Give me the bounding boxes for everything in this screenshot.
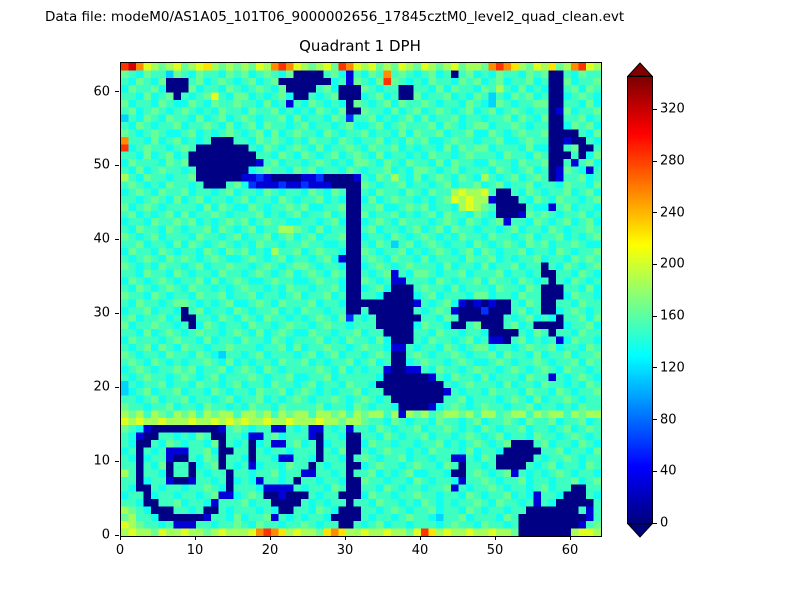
y-tick-label: 40 (93, 231, 110, 247)
y-tick-label: 60 (93, 84, 110, 100)
y-tick-mark (115, 312, 119, 314)
y-tick-mark (115, 460, 119, 462)
x-tick-label: 60 (561, 543, 579, 558)
colorbar-tick-mark (653, 367, 657, 369)
y-tick-mark (115, 534, 119, 536)
x-tick-label: 50 (486, 543, 504, 558)
x-tick-mark (494, 536, 496, 540)
y-tick-label: 50 (93, 157, 110, 173)
x-tick-label: 20 (261, 543, 279, 558)
x-tick-label: 10 (186, 543, 204, 558)
colorbar-tick-label: 240 (660, 205, 685, 221)
colorbar-tick-mark (653, 315, 657, 317)
y-tick-mark (115, 238, 119, 240)
colorbar-tick-mark (653, 522, 657, 524)
colorbar-over-arrow (627, 62, 653, 77)
y-tick-mark (115, 164, 119, 166)
y-tick-label: 0 (101, 527, 110, 543)
colorbar-tick-mark (653, 108, 657, 110)
x-tick-label: 30 (336, 543, 354, 558)
x-tick-label: 0 (115, 543, 125, 558)
y-tick-label: 30 (93, 305, 110, 321)
colorbar-tick-label: 0 (660, 515, 669, 531)
y-tick-label: 20 (93, 379, 110, 395)
y-tick-mark (115, 91, 119, 93)
colorbar-tick-label: 80 (660, 412, 677, 428)
colorbar-tick-label: 160 (660, 308, 685, 324)
colorbar-tick-label: 280 (660, 153, 685, 169)
colorbar-tick-label: 40 (660, 463, 677, 479)
colorbar-tick-label: 320 (660, 101, 685, 117)
colorbar-tick-mark (653, 160, 657, 162)
y-tick-label: 10 (93, 453, 110, 469)
colorbar-tick-label: 200 (660, 256, 685, 272)
heatmap-canvas (121, 63, 601, 536)
colorbar-under-arrow (627, 523, 653, 538)
colorbar-tick-mark (653, 470, 657, 472)
heatmap-plot-area (120, 62, 602, 537)
colorbar-tick-label: 120 (660, 360, 685, 376)
x-tick-mark (194, 536, 196, 540)
y-tick-mark (115, 386, 119, 388)
plot-title: Quadrant 1 DPH (299, 37, 421, 55)
x-tick-mark (569, 536, 571, 540)
x-tick-label: 40 (411, 543, 429, 558)
data-file-label: Data file: modeM0/AS1A05_101T06_90000026… (45, 9, 625, 25)
colorbar-gradient-canvas (628, 77, 652, 523)
x-tick-mark (269, 536, 271, 540)
x-tick-mark (344, 536, 346, 540)
colorbar-tick-mark (653, 212, 657, 214)
x-tick-mark (419, 536, 421, 540)
colorbar (627, 76, 653, 524)
colorbar-tick-mark (653, 263, 657, 265)
colorbar-tick-mark (653, 419, 657, 421)
x-tick-mark (119, 536, 121, 540)
